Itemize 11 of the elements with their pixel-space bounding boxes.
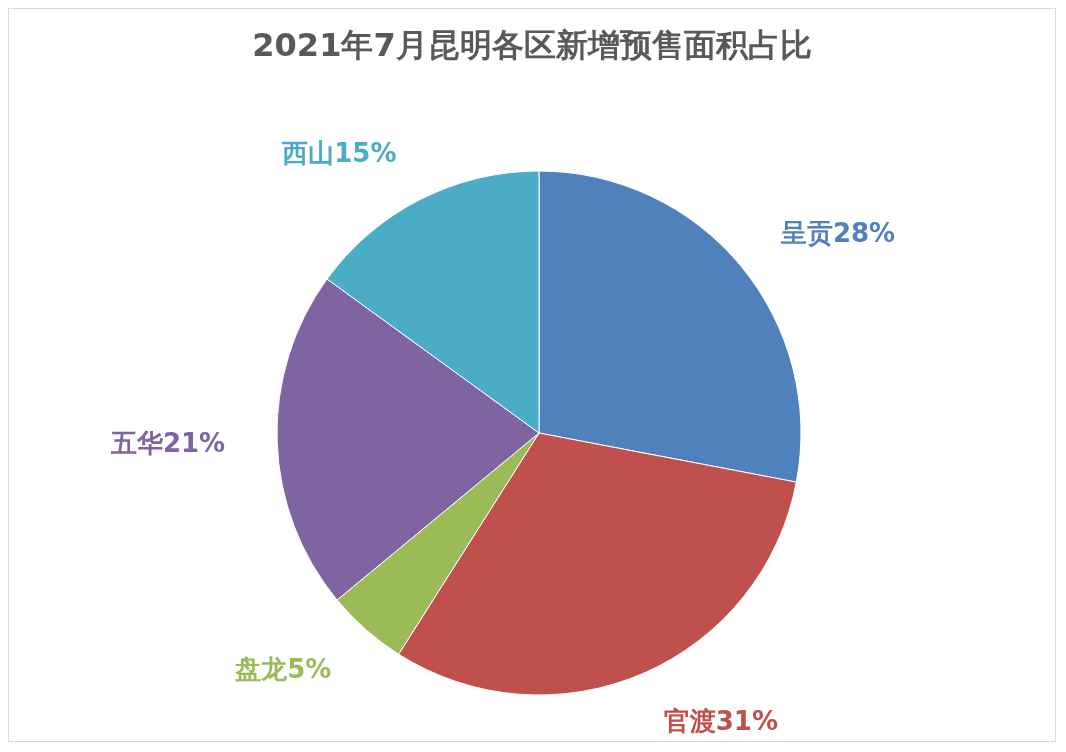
slice-label: 盘龙	[234, 653, 289, 684]
data-label: 28%	[832, 217, 896, 248]
data-label: 31%	[715, 706, 778, 737]
data-label: 21%	[162, 427, 226, 458]
slice-label: 五华	[109, 427, 163, 458]
data-label: 5%	[287, 653, 332, 684]
chart-title: 2021年7月昆明各区新增预售面积占比	[251, 25, 813, 66]
slice-label: 呈贡	[779, 217, 833, 248]
data-label: 15%	[334, 138, 397, 169]
slice-label: 西山	[281, 138, 335, 169]
slice-label: 官渡	[663, 706, 716, 737]
